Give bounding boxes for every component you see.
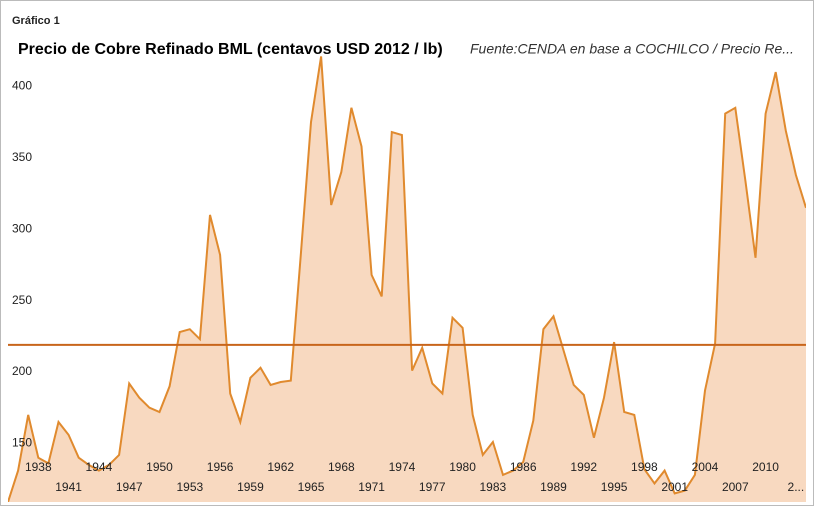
- x-tick-label: 1992: [570, 460, 597, 474]
- x-tick-label: 2004: [692, 460, 719, 474]
- x-tick-label: 1989: [540, 480, 567, 494]
- x-tick-label: 1959: [237, 480, 264, 494]
- x-tick-label: 1986: [510, 460, 537, 474]
- x-tick-label: 1938: [25, 460, 52, 474]
- header: Gráfico 1: [12, 15, 60, 27]
- x-tick-label: 1995: [601, 480, 628, 494]
- x-tick-label: 1998: [631, 460, 658, 474]
- x-tick-label: 1980: [449, 460, 476, 474]
- x-tick-label: 2...: [788, 480, 805, 494]
- y-tick-label: 400: [12, 79, 32, 93]
- y-tick-label: 350: [12, 150, 32, 164]
- x-tick-label: 1965: [298, 480, 325, 494]
- y-tick-label: 250: [12, 293, 32, 307]
- line: [8, 56, 806, 502]
- x-tick-label: 1956: [207, 460, 234, 474]
- x-tick-label: 1983: [480, 480, 507, 494]
- x-tick-label: 2010: [752, 460, 779, 474]
- x-tick-label: 2001: [661, 480, 688, 494]
- x-tick-label: 1962: [267, 460, 294, 474]
- chart-title: Precio de Cobre Refinado BML (centavos U…: [18, 41, 443, 58]
- chart-subtitle: Fuente:CENDA en base a COCHILCO / Precio…: [470, 41, 794, 57]
- x-tick-label: 1950: [146, 460, 173, 474]
- x-tick-label: 1944: [86, 460, 113, 474]
- x-tick-label: 1968: [328, 460, 355, 474]
- x-tick-label: 1971: [358, 480, 385, 494]
- x-tick-label: 1941: [55, 480, 82, 494]
- y-tick-label: 200: [12, 364, 32, 378]
- y-tick-label: 300: [12, 221, 32, 235]
- area: [8, 56, 806, 502]
- x-tick-label: 1974: [389, 460, 416, 474]
- x-tick-label: 1977: [419, 480, 446, 494]
- x-tick-label: 1947: [116, 480, 143, 494]
- y-tick-label: 150: [12, 436, 32, 450]
- x-tick-label: 2007: [722, 480, 749, 494]
- x-tick-label: 1953: [176, 480, 203, 494]
